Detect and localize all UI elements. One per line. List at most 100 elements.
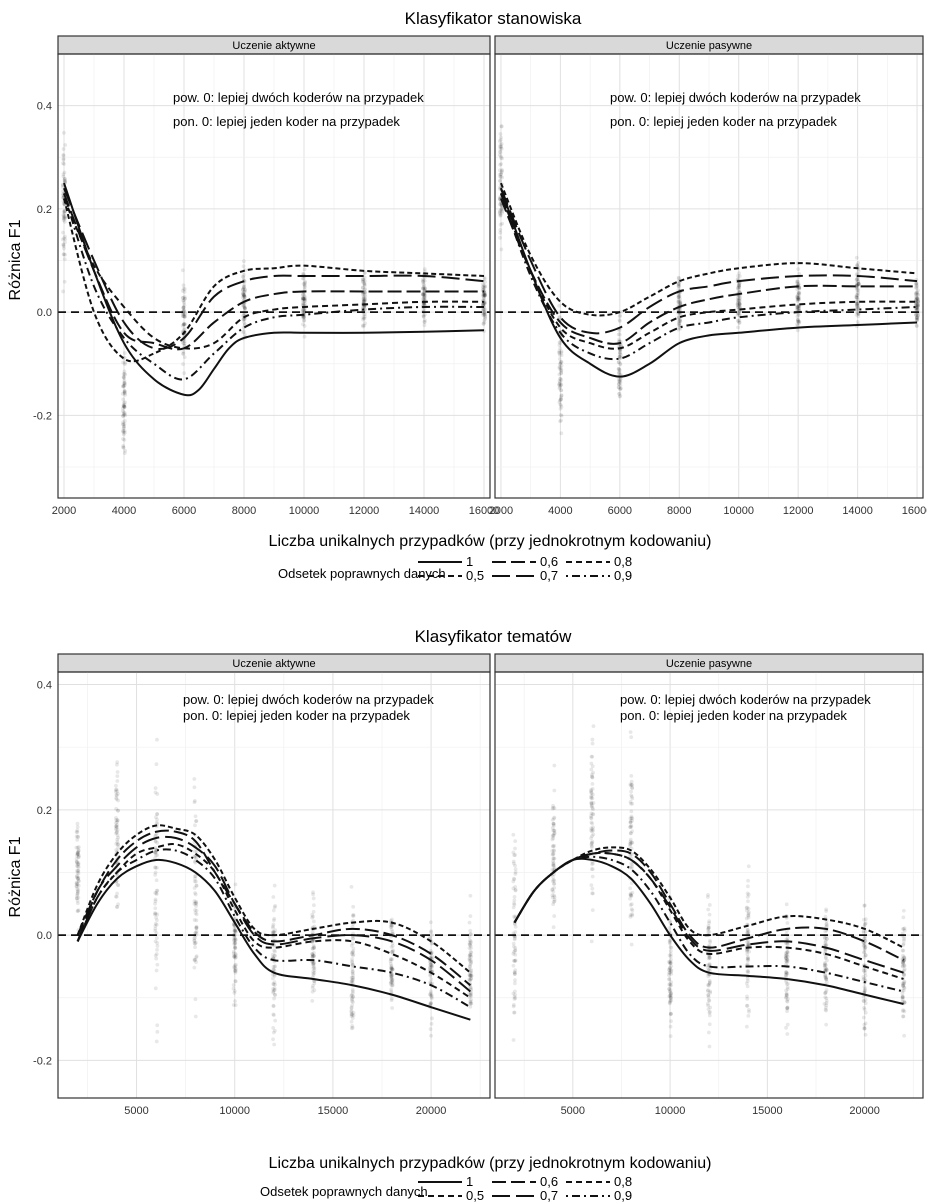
scatter-point: [678, 300, 683, 305]
scatter-point: [76, 855, 81, 860]
scatter-point: [153, 833, 158, 838]
scatter-point: [121, 445, 126, 450]
scatter-point: [822, 935, 827, 940]
scatter-point: [512, 944, 516, 949]
scatter-point: [628, 837, 633, 842]
scatter-point: [271, 976, 275, 981]
scatter-point: [784, 993, 789, 998]
scatter-point: [737, 302, 742, 307]
scatter-point: [482, 292, 487, 297]
scatter-point: [467, 973, 472, 978]
scatter-point: [469, 950, 474, 955]
scatter-point: [122, 403, 126, 408]
scatter-point: [311, 971, 316, 976]
scatter-point: [511, 1004, 516, 1009]
scatter-point: [468, 962, 473, 966]
scatter-point: [901, 948, 906, 953]
scatter-point: [468, 974, 473, 979]
chart1-title: Klasyfikator stanowiska: [405, 9, 582, 28]
scatter-point: [115, 819, 119, 824]
scatter-point: [915, 292, 920, 297]
scatter-point: [856, 314, 861, 318]
scatter-point: [512, 894, 517, 899]
scatter-point: [795, 307, 800, 312]
x-tick-label: 20000: [849, 1105, 880, 1117]
scatter-point: [745, 984, 750, 989]
series-line-1: [63, 182, 485, 397]
scatter-point: [301, 292, 306, 297]
scatter-point: [121, 422, 125, 427]
scatter-point: [676, 295, 681, 300]
scatter-point: [114, 894, 119, 899]
scatter-point: [430, 933, 434, 937]
scatter-point: [512, 901, 516, 906]
scatter-point: [75, 864, 80, 869]
scatter-point: [389, 957, 393, 962]
scatter-point: [63, 237, 68, 242]
scatter-point: [242, 293, 247, 298]
scatter-point: [272, 883, 277, 888]
scatter-point: [74, 859, 79, 864]
scatter-point: [192, 849, 197, 854]
scatter-point: [349, 975, 354, 980]
scatter-point: [902, 958, 906, 963]
scatter-point: [310, 989, 315, 994]
scatter-point: [422, 282, 426, 287]
scatter-point: [351, 913, 356, 918]
scatter-point: [558, 361, 563, 366]
scatter-point: [676, 315, 681, 320]
legend-item-0-5: 0,5: [418, 568, 484, 583]
scatter-point: [123, 419, 127, 423]
scatter-point: [824, 996, 829, 1001]
scatter-point: [483, 300, 488, 305]
scatter-point: [901, 983, 905, 988]
scatter-point: [155, 888, 160, 893]
scatter-point: [154, 968, 159, 973]
scatter-point: [513, 872, 518, 876]
scatter-point: [361, 278, 366, 282]
scatter-point: [391, 948, 395, 953]
scatter-point: [429, 929, 434, 934]
scatter-point: [513, 846, 517, 851]
scatter-point: [242, 290, 247, 294]
panel-border: [494, 53, 924, 499]
scatter-point: [122, 430, 127, 435]
scatter-point: [182, 327, 187, 332]
scatter-point: [854, 294, 859, 299]
scatter-point: [746, 910, 751, 915]
scatter-point: [421, 314, 426, 319]
scatter-point: [75, 890, 80, 894]
scatter-point: [116, 835, 121, 840]
scatter-point: [707, 912, 712, 917]
scatter-point: [122, 389, 127, 394]
scatter-point: [551, 864, 556, 868]
x-tick-label: 12000: [349, 505, 380, 517]
scatter-point: [628, 891, 633, 896]
scatter-point: [155, 941, 160, 945]
scatter-point: [181, 362, 185, 366]
scatter-point: [617, 332, 622, 337]
scatter-point: [63, 179, 68, 184]
scatter-point: [511, 859, 516, 864]
scatter-point: [428, 962, 433, 967]
scatter-point: [115, 840, 120, 844]
scatter-point: [428, 936, 433, 941]
scatter-point: [589, 801, 594, 806]
scatter-point: [153, 790, 158, 795]
scatter-point: [469, 959, 474, 964]
legend-label: 0,6: [540, 1174, 558, 1189]
scatter-point: [312, 919, 316, 924]
scatter-point: [390, 967, 395, 972]
scatter-point: [902, 956, 907, 961]
scatter-point: [428, 992, 432, 997]
scatter-point: [481, 294, 486, 298]
scatter-point: [312, 946, 316, 951]
scatter-point: [785, 954, 790, 959]
scatter-point: [75, 852, 80, 857]
scatter-point: [241, 286, 246, 291]
scatter-point: [823, 943, 828, 948]
scatter-point: [469, 973, 474, 978]
scatter-point: [629, 840, 634, 845]
